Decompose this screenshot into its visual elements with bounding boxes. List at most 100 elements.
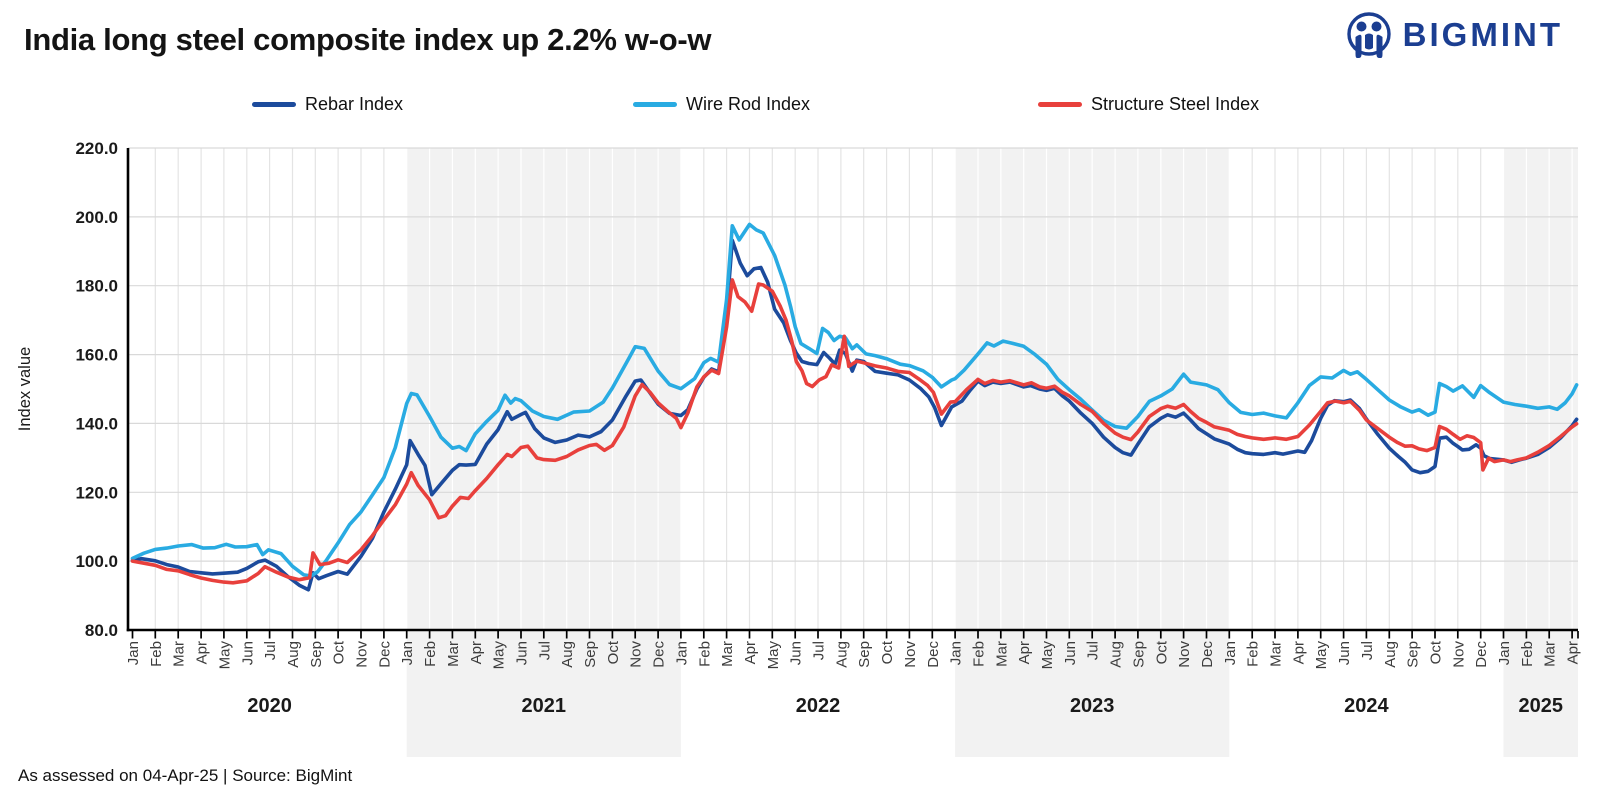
year-label-2020: 2020 xyxy=(247,695,292,717)
month-label: Jun xyxy=(239,641,256,665)
brand-name: BIGMINT xyxy=(1402,16,1563,53)
y-tick-label: 120.0 xyxy=(75,483,118,502)
month-label: Sep xyxy=(308,641,325,668)
brand-logo: BIGMINT xyxy=(1345,10,1563,60)
month-label: Aug xyxy=(285,641,302,668)
month-label: Dec xyxy=(1473,641,1490,668)
month-label: Jun xyxy=(514,641,531,665)
year-label-2022: 2022 xyxy=(796,695,841,717)
y-tick-label: 140.0 xyxy=(75,414,118,433)
month-label: Mar xyxy=(1268,641,1285,667)
month-label: Aug xyxy=(559,641,576,668)
page-title: India long steel composite index up 2.2%… xyxy=(24,22,712,57)
chart-legend: Rebar Index Wire Rod Index Structure Ste… xyxy=(0,90,1599,118)
legend-item-rebar: Rebar Index xyxy=(252,90,403,118)
month-label: Apr xyxy=(742,641,759,664)
month-label: Oct xyxy=(605,640,622,664)
rebar-line-swatch xyxy=(252,101,296,107)
bigmint-logo-icon xyxy=(1346,12,1391,58)
year-label-2025: 2025 xyxy=(1519,695,1564,717)
legend-item-structure-steel: Structure Steel Index xyxy=(1038,90,1259,118)
month-label: Feb xyxy=(1245,641,1262,667)
month-label: Oct xyxy=(331,640,348,664)
series-line-rebar-index xyxy=(130,238,1579,592)
month-label: Dec xyxy=(376,641,393,668)
month-label: Jun xyxy=(1336,641,1353,665)
month-label: Aug xyxy=(1382,641,1399,668)
legend-item-wire-rod: Wire Rod Index xyxy=(633,90,810,118)
month-label: Apr xyxy=(1016,641,1033,664)
month-label: Jul xyxy=(811,641,828,660)
month-label: Nov xyxy=(1176,641,1193,668)
month-label: Jan xyxy=(399,641,416,665)
month-label: Feb xyxy=(148,641,165,667)
month-label: Apr xyxy=(1290,641,1307,664)
month-label: Feb xyxy=(1519,641,1536,667)
month-label: Jan xyxy=(125,641,142,665)
month-label: Jul xyxy=(1085,641,1102,660)
y-tick-label: 80.0 xyxy=(85,621,118,640)
month-label: Sep xyxy=(1130,641,1147,668)
structure-steel-line-swatch xyxy=(1038,101,1082,107)
month-label: Sep xyxy=(1405,641,1422,668)
month-label: Jul xyxy=(1359,641,1376,660)
month-label: Mar xyxy=(171,641,188,667)
legend-label: Structure Steel Index xyxy=(1091,93,1260,114)
month-label: Mar xyxy=(993,641,1010,667)
month-label: Nov xyxy=(354,641,371,668)
month-label: Jul xyxy=(536,641,553,660)
y-tick-label: 180.0 xyxy=(75,277,118,296)
y-tick-label: 220.0 xyxy=(75,139,118,158)
month-label: Jan xyxy=(1496,641,1513,665)
month-label: Nov xyxy=(628,641,645,668)
year-label-2023: 2023 xyxy=(1070,695,1115,717)
month-label: Oct xyxy=(1428,640,1445,664)
month-label: Mar xyxy=(719,641,736,667)
month-label: Apr xyxy=(1565,641,1582,664)
month-label: May xyxy=(1039,641,1056,670)
month-label: Nov xyxy=(902,641,919,668)
month-label: Feb xyxy=(696,641,713,667)
year-label-2024: 2024 xyxy=(1344,695,1389,717)
month-label: May xyxy=(1313,641,1330,670)
year-label-2021: 2021 xyxy=(522,695,567,717)
legend-label: Rebar Index xyxy=(305,93,404,114)
month-label: May xyxy=(491,641,508,670)
month-label: Oct xyxy=(879,640,896,664)
y-tick-label: 100.0 xyxy=(75,552,118,571)
month-label: Oct xyxy=(1153,640,1170,664)
month-label: May xyxy=(216,641,233,670)
month-label: Sep xyxy=(582,641,599,668)
month-label: Jun xyxy=(1062,641,1079,665)
month-label: Jan xyxy=(673,641,690,665)
month-label: Jan xyxy=(1222,641,1239,665)
month-label: Aug xyxy=(833,641,850,668)
series-line-structure-steel-index xyxy=(130,278,1579,585)
month-label: Apr xyxy=(194,641,211,664)
month-label: Jun xyxy=(788,641,805,665)
month-label: Feb xyxy=(971,641,988,667)
y-axis-title: Index value xyxy=(16,347,34,431)
series-line-wire-rod-index xyxy=(130,222,1579,578)
month-label: Aug xyxy=(1108,641,1125,668)
month-label: Nov xyxy=(1450,641,1467,668)
month-label: Jan xyxy=(948,641,965,665)
month-label: Dec xyxy=(651,641,668,668)
month-label: May xyxy=(765,641,782,670)
y-tick-label: 200.0 xyxy=(75,208,118,227)
y-tick-label: 160.0 xyxy=(75,346,118,365)
month-label: Sep xyxy=(856,641,873,668)
month-label: Dec xyxy=(925,641,942,668)
month-label: Dec xyxy=(1199,641,1216,668)
source-note: As assessed on 04-Apr-25 | Source: BigMi… xyxy=(18,766,353,785)
month-label: Mar xyxy=(445,641,462,667)
legend-label: Wire Rod Index xyxy=(686,93,811,114)
wire-rod-line-swatch xyxy=(633,101,677,107)
month-label: Apr xyxy=(468,641,485,664)
month-label: Mar xyxy=(1542,641,1559,667)
month-label: Feb xyxy=(422,641,439,667)
month-label: Jul xyxy=(262,641,279,660)
